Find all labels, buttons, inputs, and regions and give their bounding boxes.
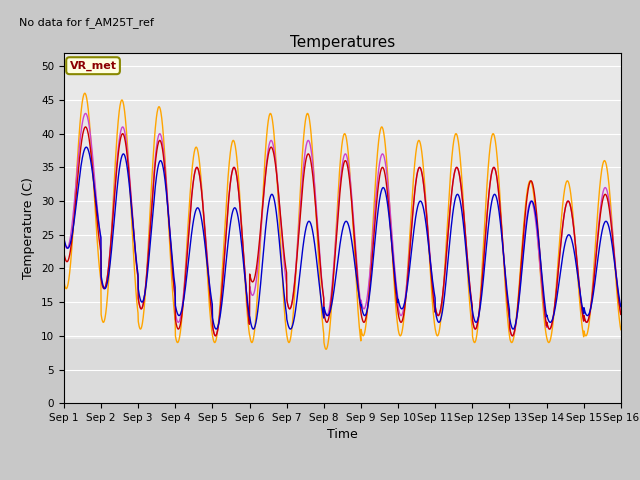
Panel T	[505, 310, 513, 316]
Old Ref Temp	[371, 185, 379, 191]
Title: Temperatures: Temperatures	[290, 35, 395, 50]
Old Ref Temp	[584, 330, 591, 336]
Old Ref Temp	[505, 326, 513, 332]
Panel T	[568, 212, 576, 218]
Panel T	[359, 318, 367, 324]
Line: Old Ref Temp: Old Ref Temp	[64, 93, 621, 349]
CNR1 PRT	[371, 205, 379, 211]
CNR1 PRT	[584, 319, 591, 324]
Text: No data for f_AM25T_ref: No data for f_AM25T_ref	[19, 17, 154, 28]
Text: VR_met: VR_met	[70, 60, 116, 71]
CNR1 PRT	[212, 333, 220, 339]
Old Ref Temp	[568, 202, 576, 208]
HMP45 T	[60, 236, 68, 241]
Line: Panel T: Panel T	[64, 127, 621, 336]
Y-axis label: Temperature (C): Temperature (C)	[22, 177, 35, 279]
CNR1 PRT	[60, 237, 68, 243]
Panel T	[617, 312, 625, 317]
Old Ref Temp	[216, 308, 223, 314]
Legend: Old Ref Temp, CNR1 PRT, Panel T, HMP45 T: Old Ref Temp, CNR1 PRT, Panel T, HMP45 T	[131, 479, 554, 480]
Line: CNR1 PRT: CNR1 PRT	[64, 113, 621, 336]
Panel T	[212, 333, 220, 339]
Panel T	[81, 124, 89, 130]
Bar	[64, 339, 621, 403]
Panel T	[60, 251, 68, 256]
HMP45 T	[568, 238, 576, 244]
HMP45 T	[83, 144, 90, 150]
Old Ref Temp	[617, 327, 625, 333]
Panel T	[371, 218, 379, 224]
Panel T	[584, 319, 591, 324]
HMP45 T	[505, 301, 513, 307]
CNR1 PRT	[568, 212, 576, 218]
CNR1 PRT	[359, 305, 367, 311]
Old Ref Temp	[322, 347, 330, 352]
CNR1 PRT	[617, 311, 625, 317]
Old Ref Temp	[81, 90, 89, 96]
HMP45 T	[287, 326, 294, 332]
Line: HMP45 T: HMP45 T	[64, 147, 621, 329]
Old Ref Temp	[359, 333, 367, 338]
HMP45 T	[371, 237, 379, 243]
HMP45 T	[584, 312, 591, 318]
Old Ref Temp	[60, 279, 68, 285]
X-axis label: Time: Time	[327, 429, 358, 442]
CNR1 PRT	[216, 312, 223, 317]
HMP45 T	[359, 310, 367, 316]
CNR1 PRT	[505, 310, 513, 316]
Panel T	[216, 312, 223, 317]
HMP45 T	[216, 317, 223, 323]
HMP45 T	[617, 304, 625, 310]
CNR1 PRT	[81, 110, 89, 116]
